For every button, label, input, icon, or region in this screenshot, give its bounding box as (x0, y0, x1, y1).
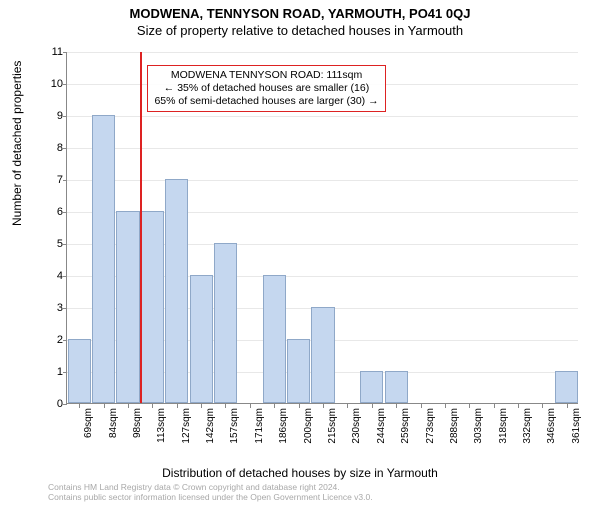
histogram-bar (116, 211, 139, 403)
x-tick-label: 157sqm (229, 408, 240, 444)
histogram-bar (165, 179, 188, 403)
reference-line (140, 52, 142, 403)
x-tick-mark (518, 404, 519, 408)
annotation-line: 65% of semi-detached houses are larger (… (154, 95, 378, 108)
annotation-line: MODWENA TENNYSON ROAD: 111sqm (154, 69, 378, 82)
gridline (67, 52, 578, 53)
y-tick-mark (63, 276, 67, 277)
footer-line2: Contains public sector information licen… (48, 493, 373, 503)
x-tick-mark (79, 404, 80, 408)
x-tick-label: 346sqm (546, 408, 557, 444)
x-tick-mark (128, 404, 129, 408)
y-tick-label: 6 (49, 206, 63, 218)
chart-title-sub: Size of property relative to detached ho… (0, 23, 600, 38)
y-tick-label: 0 (49, 398, 63, 410)
x-tick-mark (323, 404, 324, 408)
histogram-bar (214, 243, 237, 403)
y-tick-label: 8 (49, 142, 63, 154)
histogram-bar (263, 275, 286, 403)
x-tick-label: 98sqm (132, 408, 143, 438)
chart-title-main: MODWENA, TENNYSON ROAD, YARMOUTH, PO41 0… (0, 6, 600, 21)
histogram-bar (287, 339, 310, 403)
y-tick-mark (63, 372, 67, 373)
x-tick-label: 142sqm (205, 408, 216, 444)
y-tick-label: 4 (49, 270, 63, 282)
y-tick-mark (63, 84, 67, 85)
x-tick-label: 361sqm (571, 408, 582, 444)
x-tick-mark (152, 404, 153, 408)
y-tick-label: 2 (49, 334, 63, 346)
x-tick-label: 318sqm (498, 408, 509, 444)
y-tick-label: 5 (49, 238, 63, 250)
x-tick-mark (250, 404, 251, 408)
x-tick-label: 244sqm (376, 408, 387, 444)
x-tick-mark (299, 404, 300, 408)
chart-area: 0123456789101169sqm84sqm98sqm113sqm127sq… (48, 52, 578, 422)
x-tick-mark (201, 404, 202, 408)
x-tick-mark (469, 404, 470, 408)
x-tick-label: 288sqm (449, 408, 460, 444)
y-tick-label: 11 (49, 46, 63, 58)
histogram-bar (385, 371, 408, 403)
y-tick-mark (63, 212, 67, 213)
x-tick-label: 230sqm (351, 408, 362, 444)
x-tick-label: 84sqm (108, 408, 119, 438)
x-tick-label: 332sqm (522, 408, 533, 444)
x-tick-label: 303sqm (473, 408, 484, 444)
y-tick-label: 10 (49, 78, 63, 90)
x-tick-mark (347, 404, 348, 408)
y-tick-mark (63, 116, 67, 117)
x-tick-mark (177, 404, 178, 408)
histogram-bar (555, 371, 578, 403)
gridline (67, 116, 578, 117)
x-tick-mark (421, 404, 422, 408)
y-tick-mark (63, 52, 67, 53)
gridline (67, 148, 578, 149)
y-tick-mark (63, 308, 67, 309)
x-tick-label: 69sqm (83, 408, 94, 438)
annotation-line: ← 35% of detached houses are smaller (16… (154, 82, 378, 95)
y-tick-mark (63, 148, 67, 149)
annotation-box: MODWENA TENNYSON ROAD: 111sqm← 35% of de… (147, 65, 385, 112)
y-tick-label: 7 (49, 174, 63, 186)
histogram-bar (141, 211, 164, 403)
y-tick-mark (63, 244, 67, 245)
x-tick-mark (225, 404, 226, 408)
y-axis-label: Number of detached properties (10, 61, 24, 226)
y-tick-label: 9 (49, 110, 63, 122)
x-tick-label: 127sqm (181, 408, 192, 444)
x-tick-label: 215sqm (327, 408, 338, 444)
x-tick-mark (567, 404, 568, 408)
histogram-bar (311, 307, 334, 403)
x-tick-mark (542, 404, 543, 408)
x-tick-mark (104, 404, 105, 408)
x-tick-mark (396, 404, 397, 408)
histogram-bar (68, 339, 91, 403)
y-tick-label: 3 (49, 302, 63, 314)
x-tick-label: 200sqm (303, 408, 314, 444)
histogram-bar (190, 275, 213, 403)
x-tick-mark (274, 404, 275, 408)
x-tick-mark (372, 404, 373, 408)
y-tick-mark (63, 340, 67, 341)
plot-region: 0123456789101169sqm84sqm98sqm113sqm127sq… (66, 52, 578, 404)
x-tick-label: 273sqm (425, 408, 436, 444)
footer-attribution: Contains HM Land Registry data © Crown c… (48, 483, 373, 503)
x-tick-mark (494, 404, 495, 408)
y-tick-label: 1 (49, 366, 63, 378)
histogram-bar (360, 371, 383, 403)
x-tick-label: 259sqm (400, 408, 411, 444)
y-tick-mark (63, 404, 67, 405)
x-tick-label: 186sqm (278, 408, 289, 444)
histogram-bar (92, 115, 115, 403)
x-tick-label: 113sqm (156, 408, 167, 443)
x-tick-mark (445, 404, 446, 408)
y-tick-mark (63, 180, 67, 181)
x-tick-label: 171sqm (254, 408, 265, 444)
x-axis-label: Distribution of detached houses by size … (0, 466, 600, 480)
gridline (67, 180, 578, 181)
